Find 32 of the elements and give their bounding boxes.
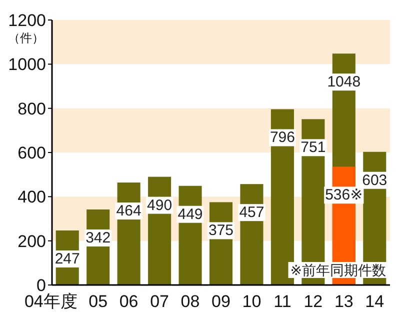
data-label: 457 [239, 204, 264, 222]
x-tick-label: 08 [180, 292, 200, 311]
data-label: 536※ [325, 186, 363, 204]
y-tick-label: 1200 [8, 11, 46, 30]
x-tick-label: 06 [119, 292, 138, 311]
x-tick-label: 11 [274, 292, 292, 311]
x-tick-label: 10 [242, 292, 262, 311]
y-tick-label: 800 [18, 99, 46, 118]
data-label: 751 [300, 139, 326, 156]
x-tick-label: 05 [88, 292, 108, 311]
y-tick-label: 400 [18, 188, 46, 207]
x-tick-label: 07 [150, 292, 170, 311]
data-label: 796 [270, 129, 295, 146]
data-label: 1048 [327, 74, 361, 91]
y-tick-label: 600 [18, 144, 46, 162]
x-tick-label: 09 [212, 292, 230, 311]
data-label: 247 [54, 250, 80, 268]
y-tick-label: 0 [36, 276, 46, 295]
data-label: 342 [86, 229, 111, 246]
x-tick-label: 13 [334, 292, 354, 311]
y-axis-title: （件） [8, 31, 44, 45]
x-tick-label: 14 [365, 292, 384, 311]
data-label: 490 [147, 196, 172, 214]
data-label: 375 [208, 222, 234, 240]
data-label: 449 [178, 206, 203, 223]
x-tick-label: 12 [304, 292, 323, 311]
y-tick-label: 200 [18, 232, 46, 251]
annotation: ※前年同期件数 [290, 262, 386, 278]
y-tick-label: 1000 [8, 55, 46, 74]
x-tick-label: 04年度 [24, 292, 78, 311]
data-label: 464 [116, 202, 142, 220]
data-label: 603 [362, 172, 388, 189]
